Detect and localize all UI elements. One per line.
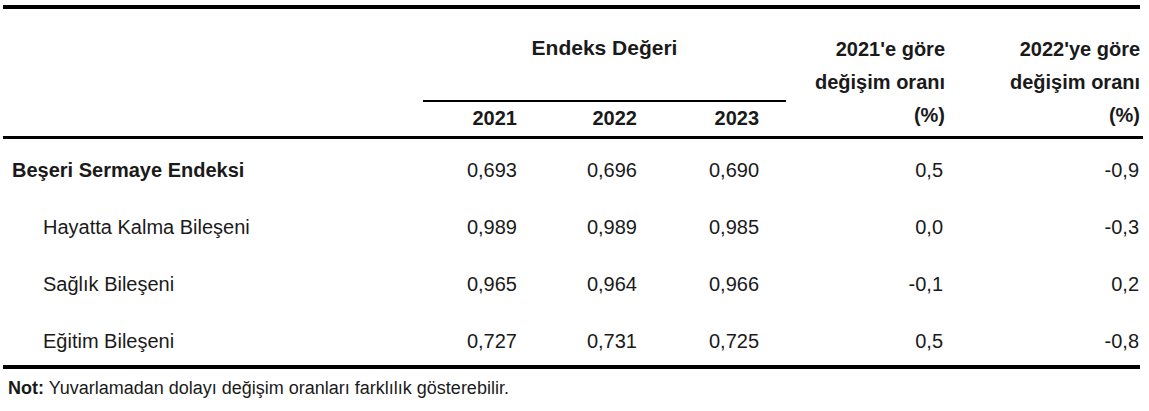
- value-2023: 0,690: [647, 137, 786, 194]
- change-vs-2022-line1: 2022'ye göre: [1020, 38, 1140, 60]
- table-row-egitim-bileseni: Eğitim Bileşeni 0,727 0,731 0,725 0,5 -0…: [3, 308, 1143, 365]
- change-vs-2022-value: -0,3: [955, 194, 1143, 251]
- change-vs-2021-value: 0,5: [786, 308, 955, 365]
- value-2021: 0,693: [423, 137, 527, 194]
- change-vs-2021-header: 2021'e göre değişim oranı (%): [786, 9, 955, 137]
- row-label: Beşeri Sermaye Endeksi: [3, 137, 423, 194]
- footnote: Not: Yuvarlamadan dolayı değişim oranlar…: [3, 369, 1143, 399]
- value-2022: 0,696: [527, 137, 647, 194]
- index-value-group-header: Endeks Değeri: [423, 9, 786, 101]
- change-vs-2021-line2: değişim oranı: [815, 71, 945, 93]
- change-vs-2021-line1: 2021'e göre: [836, 38, 945, 60]
- value-2022: 0,989: [527, 194, 647, 251]
- header-group-row: Endeks Değeri 2021'e göre değişim oranı …: [3, 9, 1143, 101]
- change-vs-2022-value: 0,2: [955, 251, 1143, 308]
- change-vs-2021-value: 0,5: [786, 137, 955, 194]
- change-vs-2022-header: 2022'ye göre değişim oranı (%): [955, 9, 1143, 137]
- value-2021: 0,727: [423, 308, 527, 365]
- value-2023: 0,966: [647, 251, 786, 308]
- table-row-hayatta-kalma-bileseni: Hayatta Kalma Bileşeni 0,989 0,989 0,985…: [3, 194, 1143, 251]
- year-header-2021: 2021: [423, 101, 527, 137]
- value-2021: 0,989: [423, 194, 527, 251]
- footnote-text: Yuvarlamadan dolayı değişim oranları far…: [49, 378, 509, 398]
- year-header-2022: 2022: [527, 101, 647, 137]
- change-vs-2021-value: -0,1: [786, 251, 955, 308]
- value-2022: 0,731: [527, 308, 647, 365]
- value-2023: 0,985: [647, 194, 786, 251]
- table-header: Endeks Değeri 2021'e göre değişim oranı …: [3, 9, 1143, 137]
- value-2021: 0,965: [423, 251, 527, 308]
- table-body: Beşeri Sermaye Endeksi 0,693 0,696 0,690…: [3, 137, 1143, 365]
- value-2023: 0,725: [647, 308, 786, 365]
- year-header-2023: 2023: [647, 101, 786, 137]
- change-vs-2021-line3: (%): [914, 104, 945, 126]
- value-2022: 0,964: [527, 251, 647, 308]
- table-row-beseri-sermaye-endeksi: Beşeri Sermaye Endeksi 0,693 0,696 0,690…: [3, 137, 1143, 194]
- change-vs-2021-value: 0,0: [786, 194, 955, 251]
- table-row-saglik-bileseni: Sağlık Bileşeni 0,965 0,964 0,966 -0,1 0…: [3, 251, 1143, 308]
- human-capital-index-table-sheet: Endeks Değeri 2021'e göre değişim oranı …: [3, 5, 1143, 399]
- row-label: Eğitim Bileşeni: [3, 308, 423, 365]
- change-vs-2022-line3: (%): [1109, 104, 1140, 126]
- change-vs-2022-value: -0,8: [955, 308, 1143, 365]
- change-vs-2022-line2: değişim oranı: [1010, 71, 1140, 93]
- footnote-label: Not:: [8, 378, 44, 398]
- row-label: Hayatta Kalma Bileşeni: [3, 194, 423, 251]
- corner-cell: [3, 9, 423, 137]
- human-capital-index-table: Endeks Değeri 2021'e göre değişim oranı …: [3, 9, 1143, 365]
- row-label: Sağlık Bileşeni: [3, 251, 423, 308]
- change-vs-2022-value: -0,9: [955, 137, 1143, 194]
